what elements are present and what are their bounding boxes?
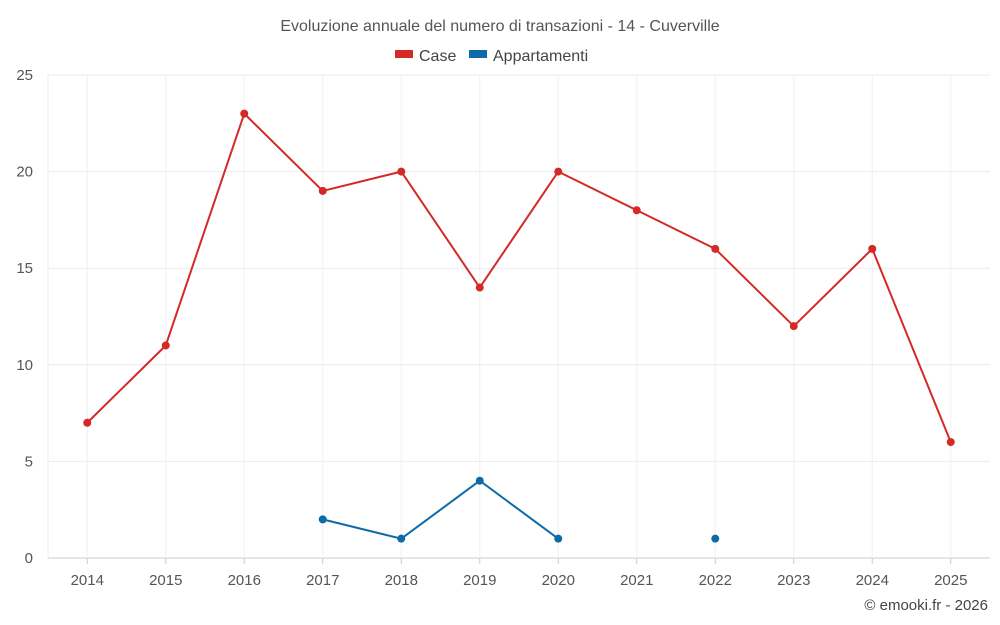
legend: Case Appartamenti	[395, 48, 588, 65]
x-tick-label: 2015	[149, 572, 182, 589]
legend-swatch-appartamenti	[469, 50, 487, 58]
x-tick-label: 2014	[71, 572, 104, 589]
data-point-case-2020[interactable]	[554, 167, 563, 176]
data-point-appartamenti-2020[interactable]	[554, 534, 563, 543]
data-point-appartamenti-2017[interactable]	[318, 515, 327, 524]
data-point-case-2021[interactable]	[632, 206, 641, 215]
data-point-case-2025[interactable]	[946, 438, 955, 447]
x-tick-label: 2023	[777, 572, 810, 589]
series-appartamenti	[318, 476, 720, 543]
data-point-case-2016[interactable]	[240, 109, 249, 118]
data-point-case-2015[interactable]	[161, 341, 170, 350]
series-line-appartamenti	[322, 479, 559, 540]
x-tick-label: 2016	[228, 572, 261, 589]
x-tick-label: 2018	[385, 572, 418, 589]
x-tick-label: 2019	[463, 572, 496, 589]
y-axis: 0 5 10 15 20 25	[16, 67, 33, 567]
legend-label-case: Case	[419, 48, 456, 65]
series-case	[83, 109, 955, 447]
y-tick-label: 20	[16, 164, 33, 181]
data-point-case-2018[interactable]	[397, 167, 406, 176]
y-tick-label: 25	[16, 67, 33, 84]
y-tick-label: 15	[16, 260, 33, 277]
series-line-case	[86, 112, 952, 443]
y-tick-label: 5	[25, 453, 33, 470]
y-tick-label: 0	[25, 550, 33, 567]
legend-swatch-case	[395, 50, 413, 58]
grid	[47, 74, 990, 559]
x-axis: 2014 2015 2016 2017 2018 2019 2020 2021 2022 2023…	[71, 558, 967, 589]
data-point-case-2014[interactable]	[83, 418, 92, 427]
series-group	[83, 109, 955, 543]
x-tick-label: 2017	[306, 572, 339, 589]
legend-label-appartamenti: Appartamenti	[493, 48, 588, 65]
data-point-case-2017[interactable]	[318, 186, 327, 195]
data-point-appartamenti-2018[interactable]	[397, 534, 406, 543]
chart-title: Evoluzione annuale del numero di transaz…	[280, 18, 719, 35]
data-point-case-2024[interactable]	[868, 244, 877, 253]
data-point-case-2022[interactable]	[711, 244, 720, 253]
y-tick-label: 10	[16, 357, 33, 374]
data-point-case-2023[interactable]	[789, 322, 798, 331]
x-tick-label: 2020	[542, 572, 575, 589]
data-point-appartamenti-2022[interactable]	[711, 534, 720, 543]
x-tick-label: 2024	[856, 572, 889, 589]
x-tick-label: 2021	[620, 572, 653, 589]
data-point-appartamenti-2019[interactable]	[475, 476, 484, 485]
x-tick-label: 2022	[699, 572, 732, 589]
x-tick-label: 2025	[934, 572, 967, 589]
data-point-case-2019[interactable]	[475, 283, 484, 292]
credit-text: © emooki.fr - 2026	[864, 597, 988, 614]
